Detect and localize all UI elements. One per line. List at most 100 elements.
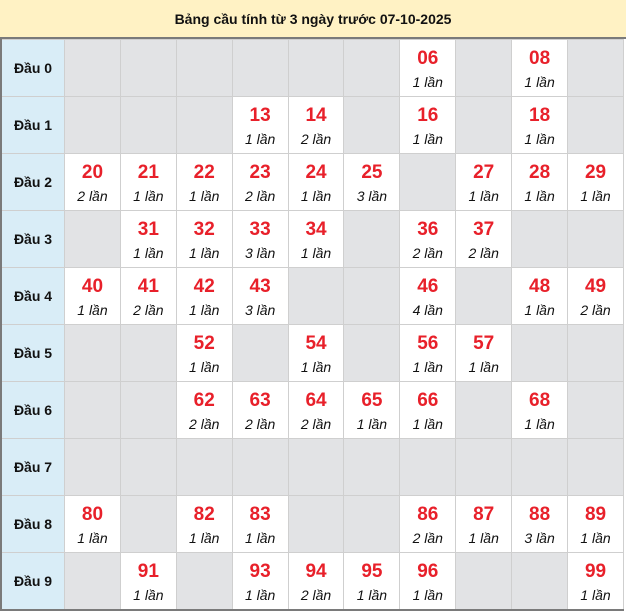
empty-cell (64, 324, 121, 382)
lottery-number: 82 (193, 503, 215, 525)
number-cell: 65 1 lần (343, 381, 401, 439)
number-cell: 27 1 lần (455, 153, 513, 211)
lottery-number: 40 (81, 275, 104, 297)
empty-cell (231, 39, 289, 97)
empty-cell (511, 438, 569, 496)
occurrence-count: 1 lần (524, 301, 555, 318)
lottery-number: 93 (249, 560, 271, 582)
number-cell: 68 1 lần (511, 381, 569, 439)
empty-cell (455, 96, 513, 154)
empty-cell (455, 267, 513, 325)
occurrence-count: 2 lần (412, 244, 443, 261)
occurrence-count: 2 lần (300, 586, 332, 603)
number-cell: 42 1 lần (175, 267, 233, 325)
number-cell: 63 2 lần (231, 381, 289, 439)
number-cell: 96 1 lần (399, 552, 457, 611)
lottery-number: 20 (81, 161, 104, 183)
lottery-number: 68 (529, 389, 551, 411)
occurrence-count: 1 lần (244, 529, 276, 546)
lottery-number: 49 (584, 275, 607, 297)
number-cell: 49 2 lần (567, 267, 624, 325)
empty-cell (175, 96, 233, 154)
table-row: Đầu 7 (0, 438, 624, 496)
occurrence-count: 1 lần (133, 586, 164, 603)
occurrence-count: 2 lần (300, 130, 332, 147)
occurrence-count: 1 lần (412, 586, 443, 603)
empty-cell (399, 438, 457, 496)
number-cell: 82 1 lần (175, 495, 233, 553)
row-head-label: Đầu 6 (0, 381, 65, 439)
occurrence-count: 1 lần (524, 130, 555, 147)
empty-cell (343, 324, 401, 382)
empty-cell (231, 438, 289, 496)
lottery-number: 66 (417, 389, 439, 411)
page-title: Bảng cầu tính từ 3 ngày trước 07-10-2025 (0, 0, 626, 39)
occurrence-count: 1 lần (412, 358, 443, 375)
occurrence-count: 1 lần (524, 415, 555, 432)
occurrence-count: 1 lần (189, 358, 220, 375)
occurrence-count: 1 lần (468, 187, 499, 204)
row-head-label: Đầu 1 (0, 96, 65, 154)
number-cell: 08 1 lần (511, 39, 569, 97)
empty-cell (231, 324, 289, 382)
lottery-number: 16 (417, 104, 439, 126)
number-cell: 89 1 lần (567, 495, 624, 553)
occurrence-count: 1 lần (412, 130, 443, 147)
empty-cell (64, 210, 121, 268)
number-cell: 66 1 lần (399, 381, 457, 439)
lottery-number: 37 (473, 218, 495, 240)
number-cell: 28 1 lần (511, 153, 569, 211)
lottery-number: 24 (305, 161, 327, 183)
occurrence-count: 1 lần (524, 73, 555, 90)
lottery-number: 96 (417, 560, 439, 582)
lottery-number: 21 (137, 161, 159, 183)
occurrence-count: 2 lần (244, 187, 276, 204)
lottery-number: 42 (193, 275, 215, 297)
occurrence-count: 2 lần (468, 244, 499, 261)
cau-table: Đầu 0 06 1 lần 08 1 lần Đầu 1 13 1 lần 14 2 lần 16… (0, 39, 624, 611)
occurrence-count: 1 lần (77, 529, 108, 546)
number-cell: 80 1 lần (64, 495, 121, 553)
number-cell: 87 1 lần (455, 495, 513, 553)
lottery-number: 48 (529, 275, 551, 297)
empty-cell (567, 438, 624, 496)
occurrence-count: 3 lần (244, 301, 276, 318)
empty-cell (287, 438, 345, 496)
empty-cell (343, 267, 401, 325)
table-row: Đầu 9 91 1 lần 93 1 lần 94 2 lần 95 1 lần 96 1 lần… (0, 552, 624, 611)
occurrence-count: 3 lần (524, 529, 555, 546)
table-row: Đầu 0 06 1 lần 08 1 lần (0, 39, 624, 97)
occurrence-count: 1 lần (412, 415, 443, 432)
number-cell: 43 3 lần (231, 267, 289, 325)
row-head-label: Đầu 4 (0, 267, 65, 325)
table-row: Đầu 1 13 1 lần 14 2 lần 16 1 lần 18 1 lần (0, 96, 624, 154)
number-cell: 48 1 lần (511, 267, 569, 325)
number-cell: 88 3 lần (511, 495, 569, 553)
lottery-number: 99 (584, 560, 607, 582)
number-cell: 06 1 lần (399, 39, 457, 97)
empty-cell (343, 39, 401, 97)
occurrence-count: 2 lần (133, 301, 164, 318)
number-cell: 21 1 lần (119, 153, 177, 211)
lottery-number: 62 (193, 389, 215, 411)
occurrence-count: 1 lần (468, 358, 499, 375)
empty-cell (175, 552, 233, 611)
empty-cell (64, 39, 121, 97)
empty-cell (64, 552, 121, 611)
lottery-number: 13 (249, 104, 271, 126)
occurrence-count: 3 lần (244, 244, 276, 261)
lottery-number: 23 (249, 161, 271, 183)
number-cell: 20 2 lần (64, 153, 121, 211)
occurrence-count: 1 lần (244, 130, 276, 147)
lottery-number: 33 (249, 218, 271, 240)
occurrence-count: 2 lần (580, 301, 611, 318)
lottery-number: 63 (249, 389, 271, 411)
lottery-number: 86 (417, 503, 439, 525)
lottery-number: 31 (137, 218, 159, 240)
occurrence-count: 1 lần (300, 244, 332, 261)
empty-cell (119, 96, 177, 154)
number-cell: 36 2 lần (399, 210, 457, 268)
empty-cell (287, 495, 345, 553)
lottery-number: 94 (305, 560, 327, 582)
lottery-number: 27 (473, 161, 495, 183)
